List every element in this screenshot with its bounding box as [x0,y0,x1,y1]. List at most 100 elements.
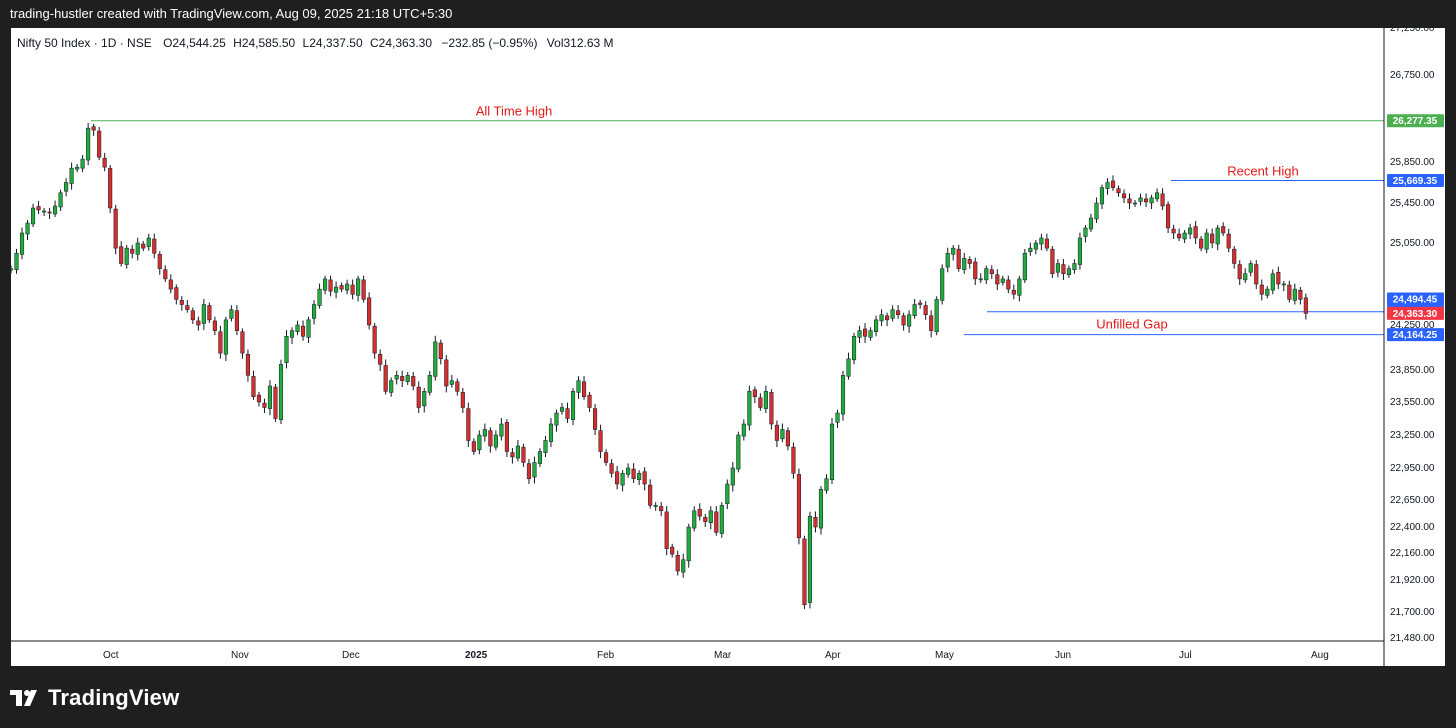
legend-low-label: L [303,36,310,50]
candle [504,419,509,457]
candle [1276,266,1281,290]
candle [907,310,912,333]
candle [1204,228,1209,254]
candle [157,251,162,275]
candle-body [1127,198,1132,204]
price-tick-label: 24,250.00 [1390,320,1435,331]
candle [422,388,427,413]
candle [312,300,317,325]
candle [1171,224,1176,239]
candle-body [719,505,724,534]
candlestick-chart[interactable]: All Time High Recent High Unfilled Gap 27,… [11,28,1445,666]
candle-body [482,429,487,437]
candle-body [620,473,625,486]
candle [1099,184,1105,209]
candle [245,349,250,382]
candle-body [323,278,328,291]
time-tick-label: Dec [342,650,360,661]
candle-body [400,376,405,381]
candle [234,305,239,336]
candle [80,155,85,173]
candle-body [289,330,295,338]
candle-body [890,309,895,319]
candle [537,448,543,467]
candle [25,220,30,240]
candle [267,380,273,416]
candle-body [411,376,416,387]
candle [97,127,102,161]
price-axis[interactable]: 27,250.00 26,750.00 25,850.00 25,450.00 25,0… [1390,28,1435,644]
candle [108,165,113,213]
candle [119,241,124,267]
candle [449,374,454,388]
candle [11,265,14,274]
candle [64,178,69,197]
candle-body [543,440,548,453]
candle [163,265,168,282]
candle [196,316,201,331]
candle-body [1050,248,1055,274]
candle [1132,199,1138,207]
candle-body [802,538,807,605]
candle-body [532,462,537,478]
candle [356,275,361,302]
candle [543,435,548,457]
candle-body [1000,278,1005,283]
candle-body [631,468,636,479]
candle-body [1287,284,1292,300]
candle-body [774,424,779,441]
candle [1254,260,1259,290]
candle-body [1022,253,1027,281]
candle-body [995,274,1000,285]
time-axis[interactable]: Oct Nov Dec 2025 Feb Mar Apr May Jun Jul Aug [103,650,1329,661]
candle [471,438,476,455]
candle [212,316,217,336]
attribution-text: trading-hustler created with TradingView… [10,6,453,21]
candle [1033,240,1038,255]
candle-body [901,315,906,326]
footer-brand[interactable]: TradingView [10,680,179,716]
candle [1265,286,1270,299]
candle [19,227,25,260]
candle-body [1193,226,1198,239]
candle-body [19,232,25,255]
candle [934,296,939,336]
candle [807,511,813,609]
candle [576,376,581,399]
candle-body [438,342,443,359]
candle-body [36,206,41,211]
candle-body [1292,288,1297,301]
candle-body [807,515,813,603]
price-badge-box [1387,292,1444,306]
legend-high-label: H [233,36,242,50]
candle-body [510,452,515,458]
candle [1072,259,1077,274]
candle [896,305,901,319]
candle-body [312,304,317,319]
price-tick-label: 26,750.00 [1390,70,1435,81]
candle [289,327,295,345]
candle [113,204,118,255]
candle [394,370,399,385]
price-badge-box [1387,306,1444,320]
candle [466,402,471,448]
candle-body [53,205,58,215]
price-tick-label: 21,920.00 [1390,575,1435,586]
candle [58,189,63,211]
candle [438,339,443,365]
candle [223,316,228,361]
price-tick-label: 22,650.00 [1390,495,1435,506]
candle [14,248,19,274]
candle [1110,175,1116,191]
candle [581,375,587,400]
time-tick-label: Mar [714,650,732,661]
time-tick-label: Feb [597,650,615,661]
candle-body [918,302,923,305]
candle-body [681,559,686,573]
candle [1155,188,1160,202]
candle-body [1177,233,1182,239]
candle-body [1088,217,1094,230]
candle [626,463,631,478]
legend-open: 24,544.25 [172,36,226,50]
time-tick-label: Oct [103,650,119,661]
